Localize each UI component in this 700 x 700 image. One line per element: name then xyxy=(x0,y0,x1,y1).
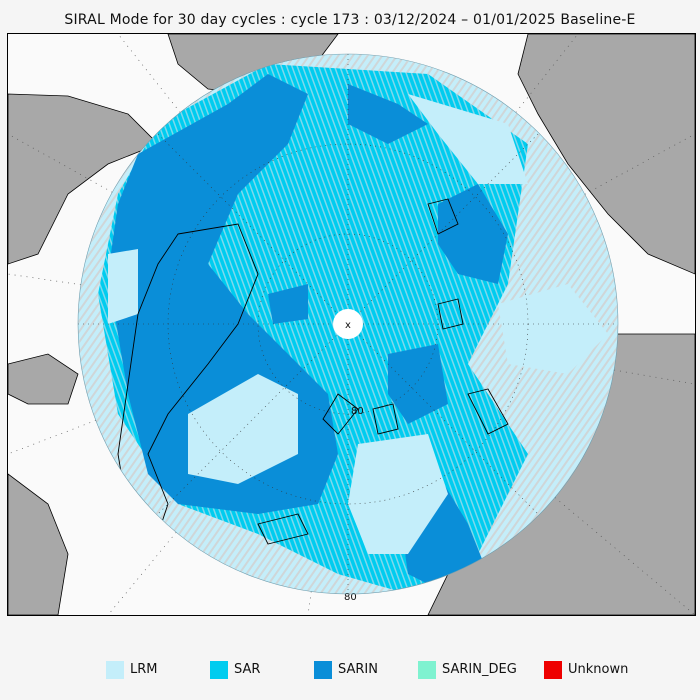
legend-label-lrm: LRM xyxy=(130,662,158,677)
legend-swatch-sarin xyxy=(314,661,332,679)
latitude-label-outer: 80 xyxy=(344,592,357,603)
map-frame: x 80 80 xyxy=(7,33,696,616)
map-title: SIRAL Mode for 30 day cycles : cycle 173… xyxy=(64,12,636,28)
legend-swatch-sar xyxy=(210,661,228,679)
legend-label-unknown: Unknown xyxy=(568,662,629,677)
coverage-disk xyxy=(78,54,618,594)
legend-label-sarin-deg: SARIN_DEG xyxy=(442,662,517,677)
pole-hole xyxy=(333,309,363,339)
pole-marker: x xyxy=(345,320,351,331)
legend-label-sarin: SARIN xyxy=(338,662,378,677)
legend-swatch-lrm xyxy=(106,661,124,679)
legend-swatch-sarin-deg xyxy=(418,661,436,679)
legend-swatch-unknown xyxy=(544,661,562,679)
polar-map[interactable]: x 80 80 xyxy=(8,34,695,615)
legend-label-sar: SAR xyxy=(234,662,261,677)
latitude-label-inner: 80 xyxy=(351,406,364,417)
coverage-edge xyxy=(77,53,619,595)
legend: LRM SAR SARIN SARIN_DEG Unknown xyxy=(0,658,700,682)
